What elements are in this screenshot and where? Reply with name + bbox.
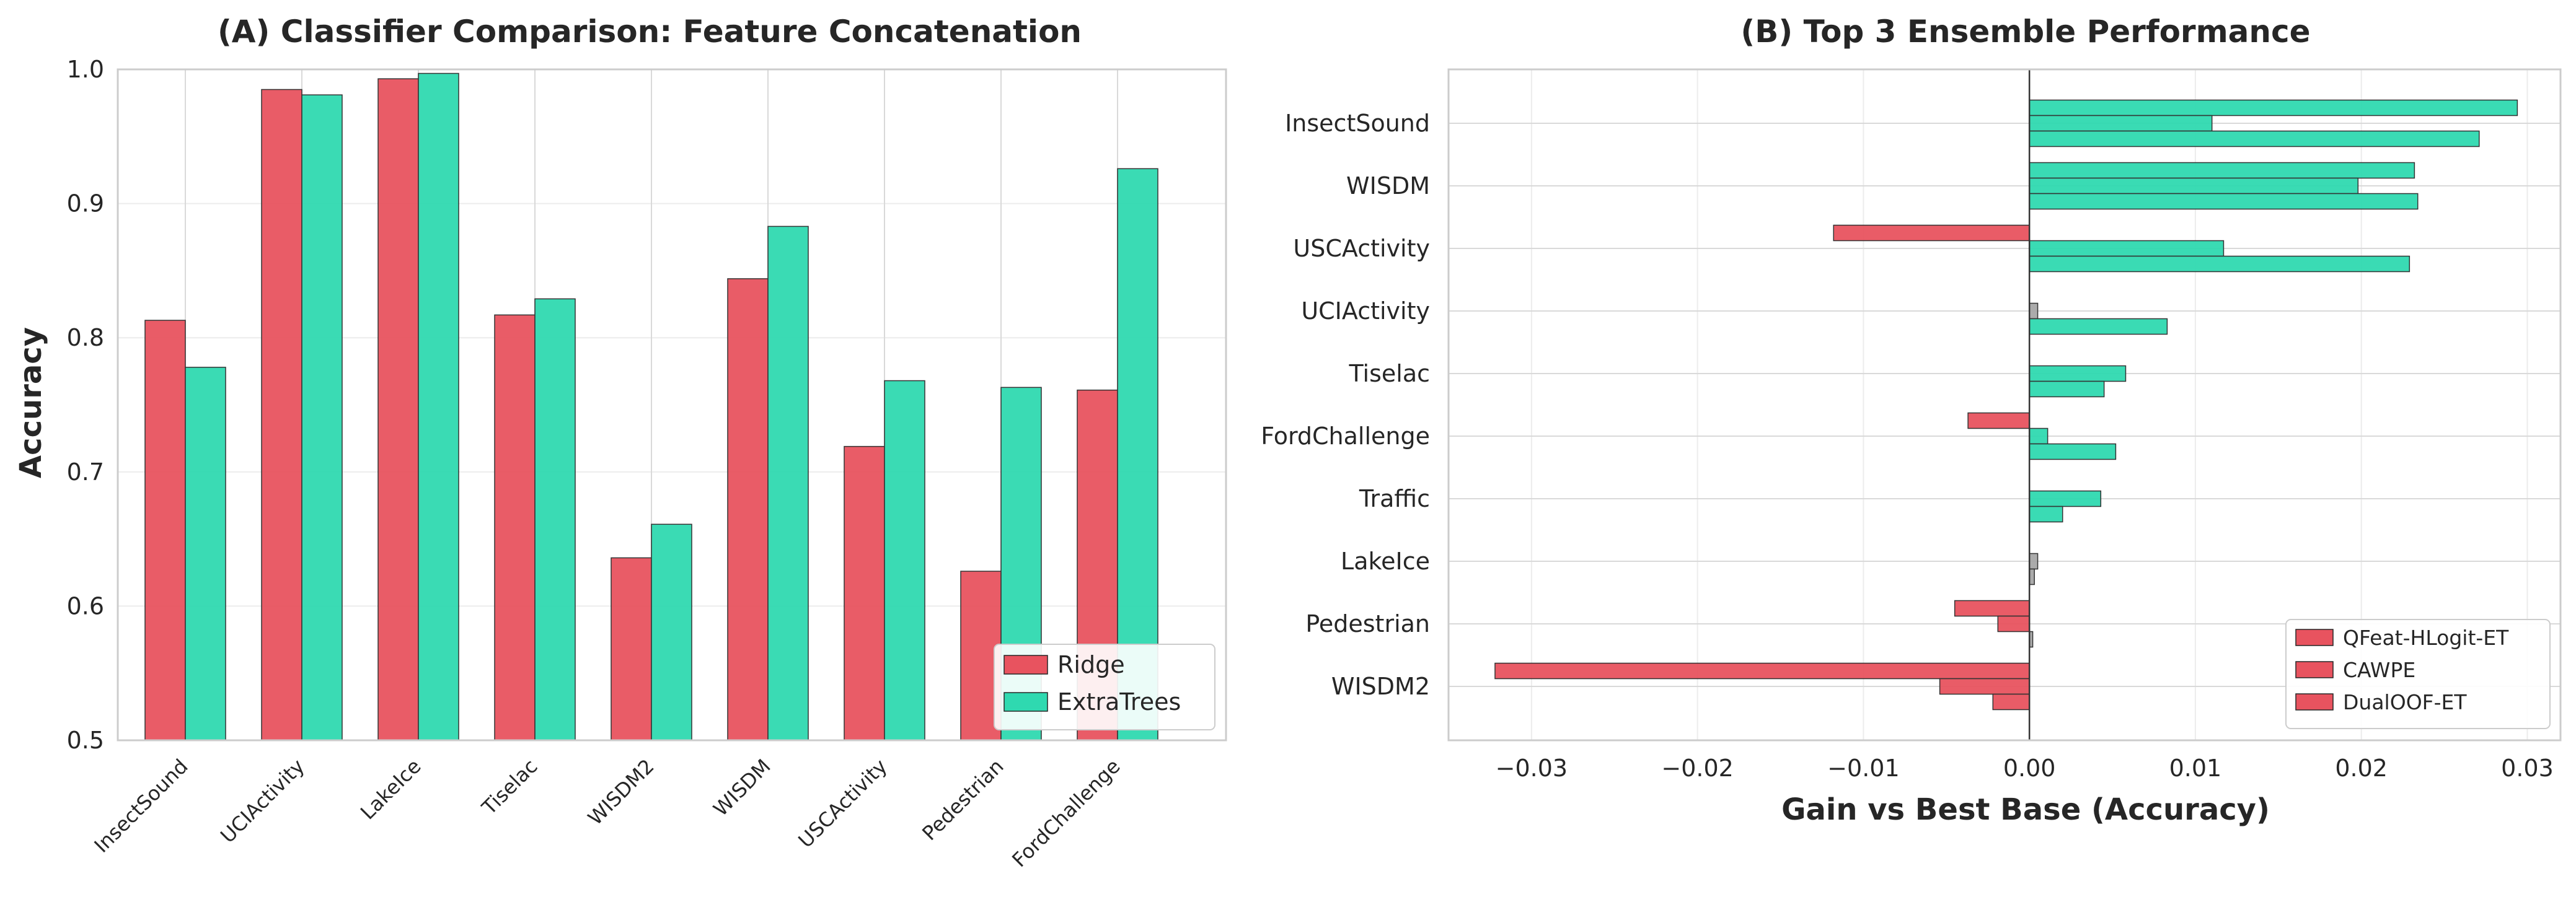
chart-b-title: (B) Top 3 Ensemble Performance [1740, 14, 2310, 50]
bar-qfeat-hlogit-et-pedestrian [1954, 600, 2030, 617]
bar-qfeat-hlogit-et-insectsound [2029, 99, 2518, 116]
legend-b-label-cawpe: CAWPE [2343, 658, 2415, 682]
legend-a-swatch-extratrees [1003, 692, 1048, 712]
chart-a-legend: Ridge ExtraTrees [994, 644, 1215, 730]
bar-dualoof-et-uciactivity [2029, 318, 2168, 335]
bar-ridge-uciactivity [261, 89, 302, 741]
chart-b-x-tick-label: −0.03 [1496, 755, 1568, 782]
chart-b-bars [1494, 99, 2518, 711]
bar-cawpe-uciactivity [2029, 302, 2039, 320]
x-tick-label-insectsound: InsectSound [89, 755, 192, 857]
chart-b-x-tick-label: −0.02 [1661, 755, 1733, 782]
x-tick-label-wisdm: WISDM [708, 755, 775, 821]
y-tick-label-wisdm2: WISDM2 [1331, 673, 1430, 700]
chart-b-x-tick-label: −0.01 [1827, 755, 1899, 782]
chart-b-x-tick-label: 0.03 [2501, 755, 2554, 782]
bar-dualoof-et-uscactivity [2029, 255, 2411, 273]
bar-extratrees-wisdm [767, 226, 809, 741]
chart-a-y-ticks: 0.5 0.6 0.7 0.8 0.9 1.0 [67, 56, 104, 754]
chart-b-x-tick-label: 0.01 [2169, 755, 2222, 782]
chart-b-x-axis-label: Gain vs Best Base (Accuracy) [1781, 792, 2270, 827]
y-tick-label-lakeice: LakeIce [1341, 548, 1430, 575]
bar-cawpe-tiselac [2029, 365, 2127, 382]
legend-b-swatch-dualoof [2295, 693, 2334, 711]
chart-b-x-tick-label: 0.00 [2003, 755, 2056, 782]
panel-a: (A) Classifier Comparison: Feature Conca… [14, 14, 1227, 872]
panel-b: (B) Top 3 Ensemble Performance Gain vs B… [1261, 14, 2562, 827]
x-tick-label-uciactivity: UCIActivity [216, 755, 309, 848]
chart-b-y-ticks: InsectSound WISDM USCActivity UCIActivity Ti… [1261, 110, 1430, 700]
legend-b-label-qfeat: QFeat-HLogit-ET [2343, 626, 2509, 650]
chart-b-x-ticks: −0.03 −0.02 −0.01 0.00 0.01 0.02 0.03 [1496, 755, 2554, 782]
legend-b-swatch-qfeat [2295, 629, 2334, 646]
chart-a-y-tick-label: 0.5 [67, 727, 104, 754]
chart-a-y-tick-label: 0.8 [67, 324, 104, 351]
legend-b-label-dualoof: DualOOF-ET [2343, 690, 2467, 714]
bar-dualoof-et-wisdm [2029, 193, 2419, 210]
bar-qfeat-hlogit-et-wisdm [2029, 162, 2415, 179]
y-tick-label-wisdm: WISDM [1346, 172, 1430, 199]
chart-b-frame [1447, 68, 2562, 742]
bar-extratrees-tiselac [534, 298, 576, 741]
bar-dualoof-et-fordchallenge [2029, 443, 2117, 460]
bar-cawpe-uscactivity [2029, 240, 2225, 257]
bar-extratrees-uscactivity [884, 380, 925, 741]
bar-dualoof-et-wisdm2 [1992, 693, 2030, 711]
bar-cawpe-traffic [2029, 490, 2102, 507]
x-tick-label-wisdm2: WISDM2 [583, 755, 659, 830]
bar-qfeat-hlogit-et-fordchallenge [1967, 412, 2030, 429]
bar-cawpe-pedestrian [1997, 615, 2030, 633]
bar-dualoof-et-traffic [2029, 506, 2063, 523]
legend-a-swatch-ridge [1003, 655, 1048, 675]
bar-cawpe-wisdm2 [1939, 678, 2030, 695]
bar-extratrees-insectsound [185, 367, 226, 741]
x-tick-label-uscactivity: USCActivity [793, 755, 891, 852]
y-tick-label-uscactivity: USCActivity [1293, 235, 1430, 262]
bar-ridge-insectsound [144, 320, 186, 741]
legend-a-label-extratrees: ExtraTrees [1057, 688, 1181, 716]
x-tick-label-pedestrian: Pedestrian [917, 755, 1008, 845]
bar-ridge-wisdm [727, 278, 769, 741]
chart-a-x-ticks: InsectSound UCIActivity LakeIce Tiselac WISD… [89, 755, 1124, 872]
bar-dualoof-et-insectsound [2029, 130, 2480, 147]
y-tick-label-fordchallenge: FordChallenge [1261, 423, 1430, 450]
chart-b-x-tick-label: 0.02 [2335, 755, 2388, 782]
bar-ridge-wisdm2 [611, 557, 652, 741]
bar-cawpe-fordchallenge [2029, 427, 2049, 445]
y-tick-label-insectsound: InsectSound [1285, 110, 1430, 137]
bar-ridge-lakeice [377, 78, 419, 741]
y-tick-label-pedestrian: Pedestrian [1305, 610, 1430, 637]
chart-a-frame [117, 68, 1227, 742]
chart-a-title: (A) Classifier Comparison: Feature Conca… [218, 14, 1082, 50]
bar-cawpe-wisdm [2029, 177, 2359, 195]
chart-a-y-axis-label: Accuracy [14, 327, 48, 478]
bar-extratrees-lakeice [418, 72, 459, 741]
bar-cawpe-lakeice [2029, 553, 2039, 570]
y-tick-label-uciactivity: UCIActivity [1301, 297, 1430, 325]
x-tick-label-fordchallenge: FordChallenge [1007, 755, 1124, 872]
legend-b-swatch-cawpe [2295, 661, 2334, 678]
bar-qfeat-hlogit-et-uscactivity [1833, 224, 2030, 242]
bar-dualoof-et-tiselac [2029, 380, 2105, 398]
bar-extratrees-wisdm2 [651, 523, 692, 741]
x-tick-label-lakeice: LakeIce [356, 755, 426, 825]
bar-ridge-uscactivity [844, 445, 885, 741]
bar-cawpe-insectsound [2029, 115, 2213, 132]
x-tick-label-tiselac: Tiselac [477, 755, 542, 820]
bar-ridge-tiselac [494, 314, 536, 741]
chart-a-y-tick-label: 0.7 [67, 458, 104, 486]
chart-b-legend: QFeat-HLogit-ET CAWPE DualOOF-ET [2285, 619, 2551, 729]
chart-a-y-tick-label: 1.0 [67, 56, 104, 83]
bar-qfeat-hlogit-et-wisdm2 [1494, 662, 2030, 680]
y-tick-label-traffic: Traffic [1359, 485, 1430, 512]
chart-a-y-tick-label: 0.9 [67, 190, 104, 217]
chart-a-y-tick-label: 0.6 [67, 592, 104, 620]
bar-extratrees-uciactivity [301, 94, 343, 741]
chart-a-bars [144, 72, 1158, 741]
legend-a-label-ridge: Ridge [1057, 651, 1125, 678]
y-tick-label-tiselac: Tiselac [1348, 360, 1430, 387]
